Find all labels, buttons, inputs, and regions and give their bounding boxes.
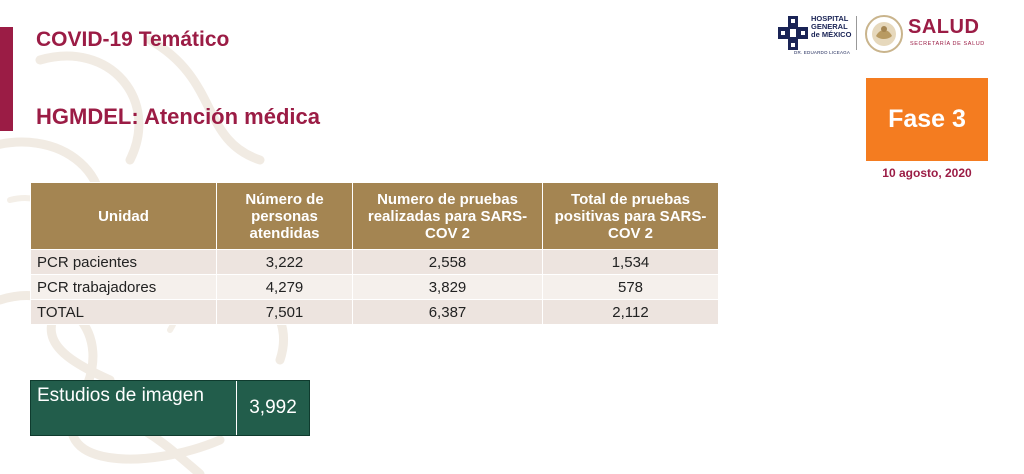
column-header-pruebas: Numero de pruebas realizadas para SARS-C…	[352, 182, 543, 250]
page-subtitle: HGMDEL: Atención médica	[36, 104, 320, 129]
cell-positivas: 1,534	[542, 249, 719, 275]
data-table: Unidad Número de personas atendidas Nume…	[30, 182, 719, 325]
cell-positivas: 2,112	[542, 299, 719, 325]
salud-logo-title: SALUD	[908, 16, 980, 38]
accent-bar	[0, 27, 13, 131]
table-row: PCR pacientes 3,222 2,558 1,534	[30, 249, 719, 275]
estudios-value: 3,992	[249, 397, 297, 418]
estudios-label: Estudios de imagen	[31, 381, 237, 435]
cell-personas: 4,279	[216, 274, 353, 300]
cell-pruebas: 6,387	[352, 299, 543, 325]
phase-date: 10 agosto, 2020	[882, 166, 972, 180]
phase-badge: Fase 3	[866, 78, 988, 161]
cell-pruebas: 3,829	[352, 274, 543, 300]
cell-positivas: 578	[542, 274, 719, 300]
hospital-logo: HOSPITAL GENERAL de MÉXICO DR. EDUARDO L…	[778, 12, 860, 62]
salud-logo: SALUD SECRETARÍA DE SALUD	[862, 10, 1002, 58]
salud-logo-subtitle: SECRETARÍA DE SALUD	[910, 41, 985, 47]
row-label: PCR pacientes	[30, 249, 217, 275]
column-header-unidad: Unidad	[30, 182, 217, 250]
row-label: PCR trabajadores	[30, 274, 217, 300]
cell-personas: 7,501	[216, 299, 353, 325]
logo-divider	[856, 16, 857, 50]
cell-pruebas: 2,558	[352, 249, 543, 275]
coat-of-arms-icon	[865, 15, 903, 53]
column-header-positivas: Total de pruebas positivas para SARS-COV…	[542, 182, 719, 250]
hospital-cross-icon	[778, 16, 808, 50]
table-row: TOTAL 7,501 6,387 2,112	[30, 299, 719, 325]
column-header-personas: Número de personas atendidas	[216, 182, 353, 250]
page-title: COVID-19 Temático	[36, 28, 230, 51]
hospital-logo-text: HOSPITAL GENERAL de MÉXICO	[811, 14, 852, 39]
table-header-row: Unidad Número de personas atendidas Nume…	[30, 182, 719, 250]
cell-personas: 3,222	[216, 249, 353, 275]
hospital-logo-subtext: DR. EDUARDO LICEAGA	[794, 50, 851, 55]
row-label: TOTAL	[30, 299, 217, 325]
estudios-box: Estudios de imagen 3,992	[30, 380, 310, 436]
table-row: PCR trabajadores 4,279 3,829 578	[30, 274, 719, 300]
